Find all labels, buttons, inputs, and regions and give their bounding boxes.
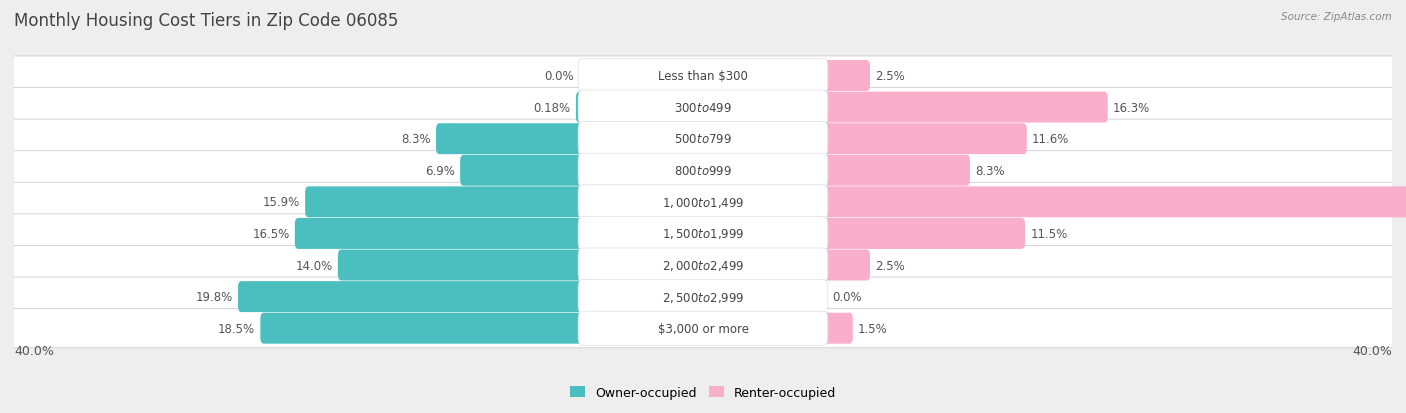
Text: $500 to $799: $500 to $799 xyxy=(673,133,733,146)
Text: Less than $300: Less than $300 xyxy=(658,70,748,83)
FancyBboxPatch shape xyxy=(4,183,1402,222)
FancyBboxPatch shape xyxy=(337,250,586,281)
Legend: Owner-occupied, Renter-occupied: Owner-occupied, Renter-occupied xyxy=(565,381,841,404)
Text: 2.5%: 2.5% xyxy=(875,259,905,272)
FancyBboxPatch shape xyxy=(460,155,586,186)
Text: $2,000 to $2,499: $2,000 to $2,499 xyxy=(662,259,744,272)
Text: 16.3%: 16.3% xyxy=(1114,101,1150,114)
FancyBboxPatch shape xyxy=(578,91,828,125)
FancyBboxPatch shape xyxy=(578,122,828,157)
Text: $2,500 to $2,999: $2,500 to $2,999 xyxy=(662,290,744,304)
FancyBboxPatch shape xyxy=(820,218,1025,249)
Text: 40.0%: 40.0% xyxy=(1353,344,1392,358)
Text: $1,500 to $1,999: $1,500 to $1,999 xyxy=(662,227,744,241)
FancyBboxPatch shape xyxy=(820,93,1108,123)
FancyBboxPatch shape xyxy=(578,59,828,93)
Text: Monthly Housing Cost Tiers in Zip Code 06085: Monthly Housing Cost Tiers in Zip Code 0… xyxy=(14,12,398,30)
FancyBboxPatch shape xyxy=(820,124,1026,155)
Text: Source: ZipAtlas.com: Source: ZipAtlas.com xyxy=(1281,12,1392,22)
FancyBboxPatch shape xyxy=(4,88,1402,127)
Text: 1.5%: 1.5% xyxy=(858,322,887,335)
Text: $3,000 or more: $3,000 or more xyxy=(658,322,748,335)
Text: 18.5%: 18.5% xyxy=(218,322,256,335)
Text: 11.5%: 11.5% xyxy=(1031,228,1067,240)
FancyBboxPatch shape xyxy=(4,151,1402,190)
FancyBboxPatch shape xyxy=(260,313,586,344)
FancyBboxPatch shape xyxy=(820,187,1406,218)
FancyBboxPatch shape xyxy=(4,57,1402,96)
FancyBboxPatch shape xyxy=(238,281,586,312)
Text: $1,000 to $1,499: $1,000 to $1,499 xyxy=(662,195,744,209)
Text: 14.0%: 14.0% xyxy=(295,259,333,272)
Text: 0.18%: 0.18% xyxy=(534,101,571,114)
FancyBboxPatch shape xyxy=(820,250,870,281)
FancyBboxPatch shape xyxy=(295,218,586,249)
Text: 6.9%: 6.9% xyxy=(425,164,456,177)
Text: 40.0%: 40.0% xyxy=(14,344,53,358)
FancyBboxPatch shape xyxy=(578,185,828,219)
FancyBboxPatch shape xyxy=(820,313,853,344)
Text: $800 to $999: $800 to $999 xyxy=(673,164,733,177)
Text: 15.9%: 15.9% xyxy=(263,196,299,209)
FancyBboxPatch shape xyxy=(578,217,828,251)
Text: 16.5%: 16.5% xyxy=(253,228,290,240)
FancyBboxPatch shape xyxy=(578,248,828,282)
FancyBboxPatch shape xyxy=(578,311,828,345)
FancyBboxPatch shape xyxy=(4,214,1402,254)
Text: 0.0%: 0.0% xyxy=(832,290,862,304)
FancyBboxPatch shape xyxy=(4,309,1402,348)
FancyBboxPatch shape xyxy=(305,187,586,218)
FancyBboxPatch shape xyxy=(4,120,1402,159)
FancyBboxPatch shape xyxy=(578,280,828,314)
Text: 0.0%: 0.0% xyxy=(544,70,574,83)
Text: 2.5%: 2.5% xyxy=(875,70,905,83)
FancyBboxPatch shape xyxy=(576,93,586,123)
Text: 11.6%: 11.6% xyxy=(1032,133,1070,146)
FancyBboxPatch shape xyxy=(4,246,1402,285)
Text: $300 to $499: $300 to $499 xyxy=(673,101,733,114)
FancyBboxPatch shape xyxy=(436,124,586,155)
Text: 8.3%: 8.3% xyxy=(401,133,430,146)
Text: 19.8%: 19.8% xyxy=(195,290,233,304)
FancyBboxPatch shape xyxy=(578,154,828,188)
Text: 8.3%: 8.3% xyxy=(976,164,1005,177)
FancyBboxPatch shape xyxy=(4,278,1402,316)
FancyBboxPatch shape xyxy=(820,155,970,186)
FancyBboxPatch shape xyxy=(820,61,870,92)
